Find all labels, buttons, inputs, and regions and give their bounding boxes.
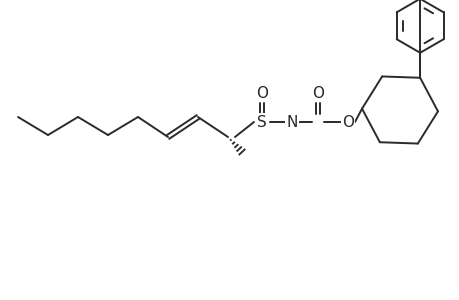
Text: S: S [257,115,266,130]
Text: N: N [285,115,297,130]
Text: O: O [256,85,268,100]
Text: O: O [341,115,353,130]
Text: O: O [311,85,323,100]
